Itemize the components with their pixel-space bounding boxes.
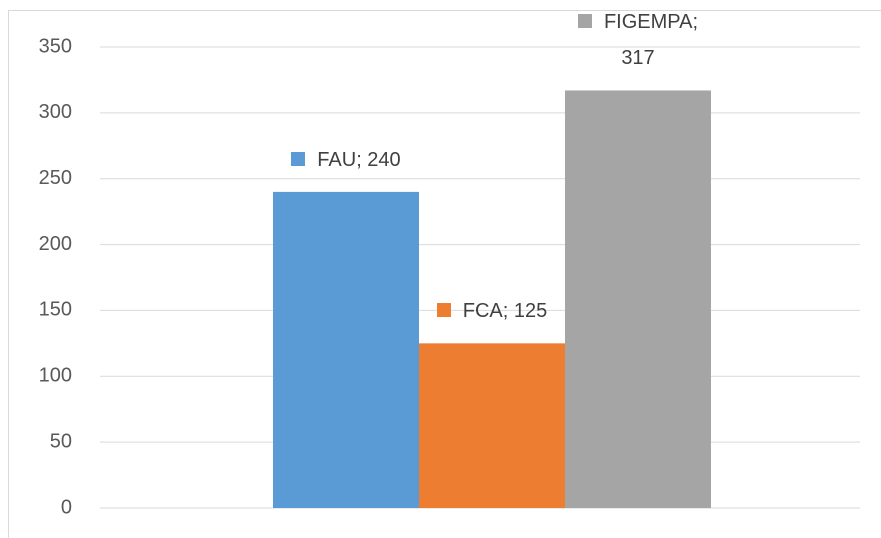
y-tick-label: 250 <box>39 167 72 189</box>
legend-key <box>436 303 451 318</box>
bar <box>565 90 711 509</box>
y-tick-label: 0 <box>61 496 72 518</box>
y-tick-label: 50 <box>50 430 72 452</box>
data-label: FIGEMPA; 317 <box>568 4 708 76</box>
data-label: FAU; 240 <box>276 142 416 178</box>
legend-key <box>291 151 306 166</box>
bar <box>419 343 565 508</box>
y-tick-label: 150 <box>39 299 72 321</box>
data-label-text: FCA; 125 <box>462 300 548 323</box>
y-tick-label: 350 <box>39 35 72 57</box>
data-label-text: FAU; 240 <box>317 148 401 171</box>
data-label: FCA; 125 <box>422 293 562 329</box>
y-tick-label: 100 <box>39 365 72 387</box>
y-tick-label: 200 <box>39 233 72 255</box>
y-tick-label: 300 <box>39 101 72 123</box>
legend-key <box>577 14 592 29</box>
bar <box>273 191 419 508</box>
chart-border <box>8 10 881 538</box>
data-label-text: FIGEMPA; 317 <box>603 11 699 70</box>
